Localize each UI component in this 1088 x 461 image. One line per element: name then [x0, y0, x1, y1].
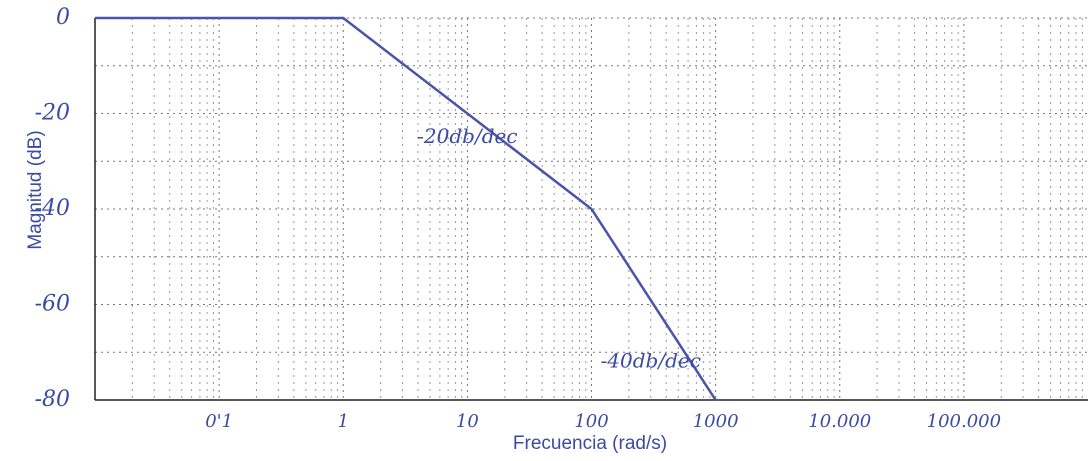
x-tick-label: 1 [338, 411, 349, 432]
x-tick-label: 0'1 [205, 411, 233, 432]
annotation: -20db/dec [417, 124, 517, 148]
y-tick-label: -60 [35, 292, 70, 317]
y-axis-label: Magnitud (dB) [25, 130, 46, 249]
x-tick-label: 10.000 [808, 411, 871, 432]
x-axis-label: Frecuencia (rad/s) [513, 433, 667, 454]
x-tick-label: 1000 [693, 411, 739, 432]
y-tick-label: -40 [35, 196, 70, 221]
y-tick-label: -80 [35, 387, 70, 412]
x-tick-label: 10 [456, 411, 479, 432]
x-tick-label: 100 [574, 411, 608, 432]
y-tick-label: 0 [56, 5, 70, 30]
y-tick-label: -20 [35, 101, 70, 126]
x-tick-label: 100.000 [927, 411, 1001, 432]
annotation: -40db/dec [601, 348, 701, 372]
line [95, 16, 717, 401]
